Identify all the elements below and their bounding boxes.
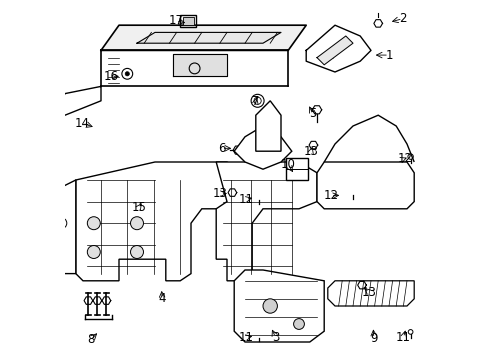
Text: 2: 2 xyxy=(399,12,406,25)
Polygon shape xyxy=(317,36,353,65)
Text: 5: 5 xyxy=(309,107,317,120)
Polygon shape xyxy=(76,162,245,281)
Polygon shape xyxy=(76,173,216,281)
Text: 8: 8 xyxy=(87,333,95,346)
Circle shape xyxy=(130,246,144,258)
Text: 17: 17 xyxy=(169,14,183,27)
Polygon shape xyxy=(101,50,288,86)
Text: 12: 12 xyxy=(323,189,338,202)
Polygon shape xyxy=(216,162,317,281)
Polygon shape xyxy=(256,101,281,151)
Polygon shape xyxy=(58,86,101,115)
Text: 11: 11 xyxy=(238,331,253,344)
Text: 10: 10 xyxy=(281,158,295,171)
Circle shape xyxy=(263,299,277,313)
Text: 16: 16 xyxy=(103,70,119,83)
Text: 11: 11 xyxy=(396,331,411,344)
Text: 13: 13 xyxy=(213,187,228,200)
Circle shape xyxy=(125,72,129,76)
Circle shape xyxy=(130,217,144,230)
Polygon shape xyxy=(234,270,324,342)
Text: 14: 14 xyxy=(75,117,90,130)
Polygon shape xyxy=(234,126,292,169)
Polygon shape xyxy=(328,281,414,306)
Polygon shape xyxy=(58,180,76,274)
Text: 9: 9 xyxy=(370,332,378,345)
FancyBboxPatch shape xyxy=(286,158,308,180)
Polygon shape xyxy=(101,25,306,50)
Text: 7: 7 xyxy=(252,95,260,108)
Text: 4: 4 xyxy=(158,292,166,305)
Text: 1: 1 xyxy=(385,49,393,62)
Polygon shape xyxy=(173,54,227,76)
Text: 15: 15 xyxy=(132,201,147,213)
Text: 13: 13 xyxy=(303,145,318,158)
Circle shape xyxy=(294,319,304,329)
Polygon shape xyxy=(137,32,281,43)
Polygon shape xyxy=(306,25,371,72)
Circle shape xyxy=(87,246,100,258)
Text: 13: 13 xyxy=(362,286,377,299)
Text: 11: 11 xyxy=(238,193,253,206)
Text: 3: 3 xyxy=(272,331,279,344)
Circle shape xyxy=(87,217,100,230)
Text: 12: 12 xyxy=(398,152,413,165)
Text: 6: 6 xyxy=(218,142,225,155)
FancyBboxPatch shape xyxy=(183,17,194,25)
Polygon shape xyxy=(317,162,414,209)
